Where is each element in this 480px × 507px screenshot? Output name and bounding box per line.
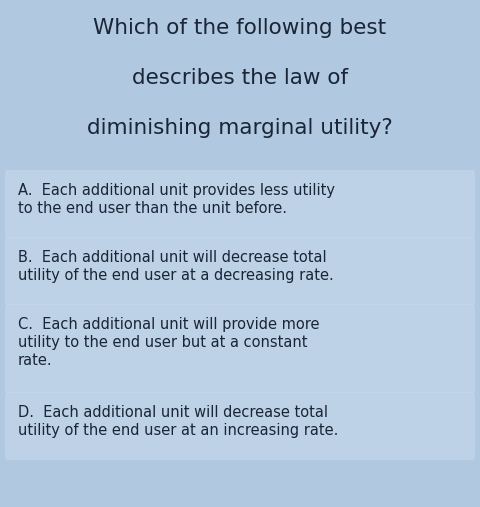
FancyBboxPatch shape	[5, 392, 475, 460]
Text: A.  Each additional unit provides less utility: A. Each additional unit provides less ut…	[18, 183, 335, 198]
Text: rate.: rate.	[18, 353, 53, 368]
Text: describes the law of: describes the law of	[132, 68, 348, 88]
Text: to the end user than the unit before.: to the end user than the unit before.	[18, 201, 287, 216]
FancyBboxPatch shape	[5, 304, 475, 393]
Text: utility to the end user but at a constant: utility to the end user but at a constan…	[18, 335, 308, 350]
Text: utility of the end user at an increasing rate.: utility of the end user at an increasing…	[18, 423, 338, 438]
Text: C.  Each additional unit will provide more: C. Each additional unit will provide mor…	[18, 317, 320, 332]
Text: diminishing marginal utility?: diminishing marginal utility?	[87, 118, 393, 138]
FancyBboxPatch shape	[5, 237, 475, 305]
Text: D.  Each additional unit will decrease total: D. Each additional unit will decrease to…	[18, 405, 328, 420]
FancyBboxPatch shape	[5, 170, 475, 238]
Text: Which of the following best: Which of the following best	[94, 18, 386, 38]
Text: utility of the end user at a decreasing rate.: utility of the end user at a decreasing …	[18, 268, 334, 283]
Text: B.  Each additional unit will decrease total: B. Each additional unit will decrease to…	[18, 250, 326, 265]
